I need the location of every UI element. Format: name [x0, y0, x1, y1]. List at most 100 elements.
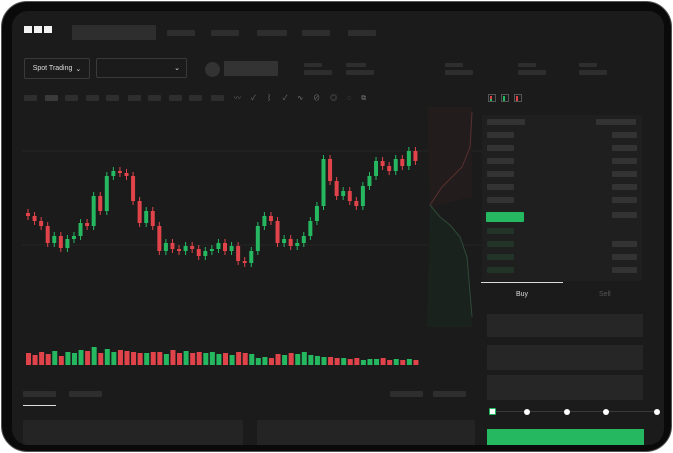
slider-step-50[interactable]: [564, 408, 570, 415]
tab-open-orders[interactable]: [23, 391, 56, 397]
search-bar[interactable]: [72, 25, 156, 40]
candle: [163, 243, 168, 251]
candle: [117, 171, 122, 173]
spot-trading-dropdown[interactable]: Spot Trading ⌄: [24, 58, 90, 79]
volume-bar: [85, 351, 91, 365]
candle: [374, 161, 379, 176]
depth-bids-area: [427, 205, 472, 327]
timeframe-button[interactable]: [106, 95, 119, 101]
tab-buy[interactable]: Buy: [516, 291, 529, 298]
bid-price: [487, 267, 514, 273]
price-input[interactable]: [487, 314, 643, 337]
candle: [170, 243, 175, 249]
ask-price: [487, 132, 514, 138]
timeframe-button[interactable]: [24, 95, 37, 101]
ask-price: [487, 158, 514, 164]
candle: [52, 236, 57, 243]
slider-step-25[interactable]: [524, 408, 530, 415]
percent-slider[interactable]: [489, 407, 660, 415]
candle: [380, 161, 385, 166]
timeframe-button[interactable]: [86, 95, 99, 101]
candle: [144, 211, 149, 223]
candle: [387, 166, 392, 171]
tab-sell[interactable]: Sell: [599, 291, 611, 298]
volume-bar: [150, 352, 156, 365]
volume-bar: [268, 358, 274, 365]
trading-screen: Spot Trading ⌄ ⌄ 〰 ✓ ⌇ ✓ ∿ ⊘ ◎ ◌ ⧉: [12, 11, 664, 445]
nav-item[interactable]: [257, 30, 287, 36]
nav-item[interactable]: [302, 30, 330, 36]
volume-bar: [111, 352, 117, 365]
candle: [328, 159, 333, 181]
volume-bar: [249, 354, 255, 365]
slider-step-75[interactable]: [603, 408, 609, 415]
timeframe-button[interactable]: [45, 95, 58, 101]
tab-order-history[interactable]: [69, 391, 102, 397]
slider-step-100[interactable]: [654, 408, 660, 415]
volume-bar: [170, 350, 176, 365]
candle: [400, 159, 405, 166]
filter-button[interactable]: [433, 391, 466, 397]
volume-bar: [190, 353, 196, 365]
buy-tab-underline: [481, 282, 563, 283]
order-book: [482, 115, 642, 281]
candle: [39, 221, 44, 226]
candle: [111, 171, 116, 176]
volume-bar: [144, 353, 150, 365]
ask-amount: [612, 132, 637, 138]
ask-amount: [612, 171, 637, 177]
nav-item[interactable]: [167, 30, 195, 36]
nav-item[interactable]: [211, 30, 239, 36]
candle: [85, 223, 90, 226]
price-header: [487, 119, 525, 125]
stat-value: [304, 70, 332, 75]
view-asks-icon[interactable]: [514, 94, 522, 102]
volume-bar: [367, 359, 373, 365]
stat-value: [579, 70, 607, 75]
bid-amount: [612, 267, 637, 273]
candle: [229, 246, 234, 251]
candle: [32, 216, 37, 221]
view-both-icon[interactable]: [488, 94, 496, 102]
volume-bar: [242, 353, 248, 365]
volume-bar: [183, 351, 189, 365]
timeframe-button[interactable]: [148, 95, 161, 101]
nav-item[interactable]: [348, 30, 376, 36]
stat-label: [346, 63, 366, 67]
volume-bar: [282, 355, 288, 365]
total-input[interactable]: [487, 375, 643, 400]
okx-logo[interactable]: [24, 26, 52, 33]
filter-button[interactable]: [390, 391, 423, 397]
candle: [406, 151, 411, 166]
view-bids-icon[interactable]: [501, 94, 509, 102]
candle: [321, 159, 326, 206]
candle: [413, 151, 418, 161]
timeframe-button[interactable]: [128, 95, 141, 101]
buy-submit-button[interactable]: [487, 429, 644, 445]
volume-bar: [334, 358, 340, 365]
slider-handle[interactable]: [489, 407, 496, 415]
indicator-tools-icon[interactable]: 〰 ✓ ⌇ ✓ ∿ ⊘ ◎ ◌ ⧉: [234, 95, 371, 102]
candle: [314, 206, 319, 221]
bid-amount: [612, 254, 637, 260]
timeframe-button[interactable]: [169, 95, 182, 101]
volume-bar: [163, 354, 169, 365]
bid-price: [487, 241, 514, 247]
amount-input[interactable]: [487, 345, 643, 370]
orders-panel: [23, 420, 243, 445]
assets-panel: [257, 420, 475, 445]
volume-bar: [78, 350, 84, 365]
candle: [268, 216, 273, 221]
stat-label: [445, 63, 463, 67]
timeframe-button[interactable]: [189, 95, 202, 101]
candle: [203, 251, 208, 256]
timeframe-button[interactable]: [65, 95, 78, 101]
pair-dropdown[interactable]: ⌄: [96, 58, 187, 78]
volume-bar: [360, 360, 366, 365]
stat-value: [445, 70, 473, 75]
volume-bar: [321, 357, 327, 365]
candlestick-chart[interactable]: [12, 107, 482, 377]
volume-bar: [223, 353, 228, 365]
volume-bar: [288, 353, 294, 365]
timeframe-button[interactable]: [211, 95, 224, 101]
